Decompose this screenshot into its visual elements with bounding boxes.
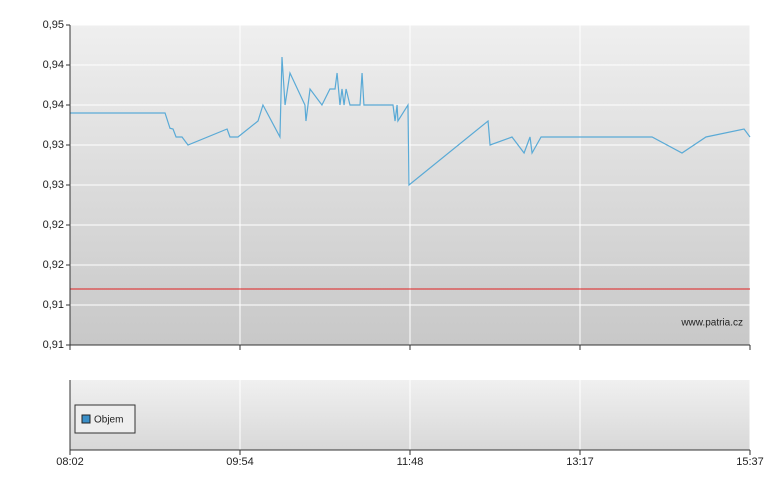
x-tick-label: 09:54: [226, 456, 254, 468]
y-tick-label: 0,91: [43, 339, 64, 351]
price-line: [70, 56, 751, 187]
y-tick-label: 0,93: [43, 179, 64, 191]
y-tick-label: 0,95: [43, 19, 64, 31]
watermark: www.patria.cz: [680, 318, 743, 329]
y-tick-label: 0,91: [43, 299, 64, 311]
y-tick-label: 0,92: [43, 259, 64, 271]
y-tick-label: 0,94: [43, 99, 64, 111]
y-tick-label: 0,94: [43, 59, 64, 71]
x-tick-label: 13:17: [566, 456, 594, 468]
y-tick-label: 0,92: [43, 219, 64, 231]
x-tick-label: 08:02: [56, 456, 84, 468]
x-tick-label: 11:48: [397, 456, 424, 468]
legend-label: Objem: [94, 415, 123, 426]
legend-swatch: [81, 414, 91, 424]
x-tick-label: 15:37: [736, 456, 764, 468]
y-tick-label: 0,93: [43, 139, 64, 151]
